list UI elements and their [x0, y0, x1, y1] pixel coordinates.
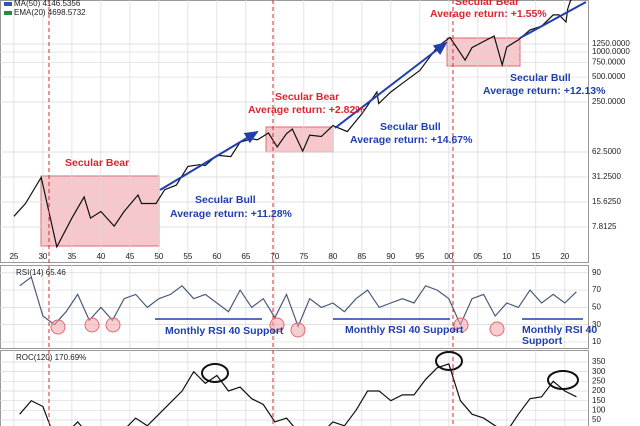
- roc-peak-marker: [201, 363, 229, 383]
- annotation: Average return: +11.28%: [170, 208, 293, 220]
- rsi-low-marker: [453, 317, 469, 333]
- x-tick-label: 15: [531, 252, 540, 261]
- series-line: [19, 363, 577, 426]
- panel-frame: [0, 0, 589, 263]
- annotation: Support: [522, 335, 563, 347]
- x-tick-label: 80: [328, 252, 337, 261]
- rsi-low-marker: [84, 317, 100, 333]
- x-tick-label: 85: [357, 252, 366, 261]
- roc-peak-marker: [435, 351, 463, 371]
- x-tick-label: 60: [212, 252, 221, 261]
- x-tick-label: 70: [270, 252, 279, 261]
- y-tick-label: 250.0000: [592, 97, 626, 106]
- trend-arrow: [519, 1, 587, 39]
- y-tick-label: 7.8125: [592, 222, 617, 231]
- series-line: [13, 0, 573, 249]
- x-tick-label: 45: [125, 252, 134, 261]
- trend-arrow: [159, 130, 259, 191]
- y-tick-label: 50: [592, 415, 601, 424]
- panel-title: RSI(14) 65.46: [16, 268, 66, 277]
- panel-frame: [0, 265, 589, 349]
- y-tick-label: 350: [592, 357, 606, 366]
- y-tick-label: 90: [592, 268, 601, 277]
- y-tick-label: 62.5000: [592, 147, 621, 156]
- legend-swatch: [4, 11, 12, 15]
- y-tick-label: 31.2500: [592, 172, 621, 181]
- x-tick-label: 90: [386, 252, 395, 261]
- x-tick-label: 05: [473, 252, 482, 261]
- annotation: Secular Bear: [65, 157, 129, 169]
- x-tick-label: 95: [415, 252, 424, 261]
- x-tick-label: 40: [96, 252, 105, 261]
- roc-peak-marker: [547, 370, 579, 390]
- annotation: Secular Bull: [510, 72, 571, 84]
- x-tick-label: 75: [299, 252, 308, 261]
- x-tick-label: 50: [154, 252, 163, 261]
- annotation: Secular Bear: [275, 91, 339, 103]
- annotation: Average return: +1.55%: [430, 8, 547, 20]
- x-tick-label: 30: [38, 252, 47, 261]
- panel-title: ROC(120) 170.69%: [16, 353, 86, 362]
- y-tick-label: 200: [592, 386, 606, 395]
- y-tick-label: 70: [592, 285, 601, 294]
- annotation: Average return: +2.82%: [248, 104, 365, 116]
- annotation: Secular Bull: [380, 121, 441, 133]
- annotation: Secular Bear: [455, 0, 519, 8]
- y-tick-label: 1250.0000: [592, 39, 630, 48]
- annotation: Secular Bull: [195, 194, 256, 206]
- panel-frame: [0, 350, 589, 426]
- bear-region: [40, 175, 160, 247]
- annotation: Monthly RSI 40 Support: [165, 325, 284, 337]
- y-tick-label: 100: [592, 405, 606, 414]
- y-tick-label: 30: [592, 320, 601, 329]
- annotation: Monthly RSI 40: [522, 324, 597, 336]
- rsi-low-marker: [105, 317, 121, 333]
- y-tick-label: 750.0000: [592, 58, 626, 67]
- x-tick-label: 55: [183, 252, 192, 261]
- bear-region: [265, 126, 334, 153]
- annotation: Average return: +12.13%: [483, 85, 606, 97]
- legend-entry: MA(50) 4146.5356: [14, 0, 81, 8]
- rsi-low-marker: [489, 321, 505, 337]
- x-tick-label: 10: [502, 252, 511, 261]
- y-tick-label: 500.0000: [592, 72, 626, 81]
- x-tick-label: 35: [67, 252, 76, 261]
- rsi-low-marker: [269, 317, 285, 333]
- y-tick-label: 300: [592, 367, 606, 376]
- x-tick-label: 20: [560, 252, 569, 261]
- legend-swatch: [4, 2, 12, 6]
- x-tick-label: 00: [444, 252, 453, 261]
- y-tick-label: 15.6250: [592, 197, 621, 206]
- series-line: [19, 276, 577, 329]
- rsi-low-marker: [290, 322, 306, 338]
- y-tick-label: 10: [592, 337, 601, 346]
- y-tick-label: 150: [592, 396, 606, 405]
- x-tick-label: 25: [9, 252, 18, 261]
- y-tick-label: 250: [592, 376, 606, 385]
- y-tick-label: 1000.0000: [592, 47, 630, 56]
- rsi-low-marker: [50, 319, 66, 335]
- legend-entry: EMA(20) 4698.5732: [14, 8, 86, 17]
- annotation: Monthly RSI 40 Support: [345, 324, 464, 336]
- x-tick-label: 65: [241, 252, 250, 261]
- trend-arrow: [334, 41, 448, 129]
- annotation: Average return: +14.67%: [350, 134, 473, 146]
- y-tick-label: 50: [592, 302, 601, 311]
